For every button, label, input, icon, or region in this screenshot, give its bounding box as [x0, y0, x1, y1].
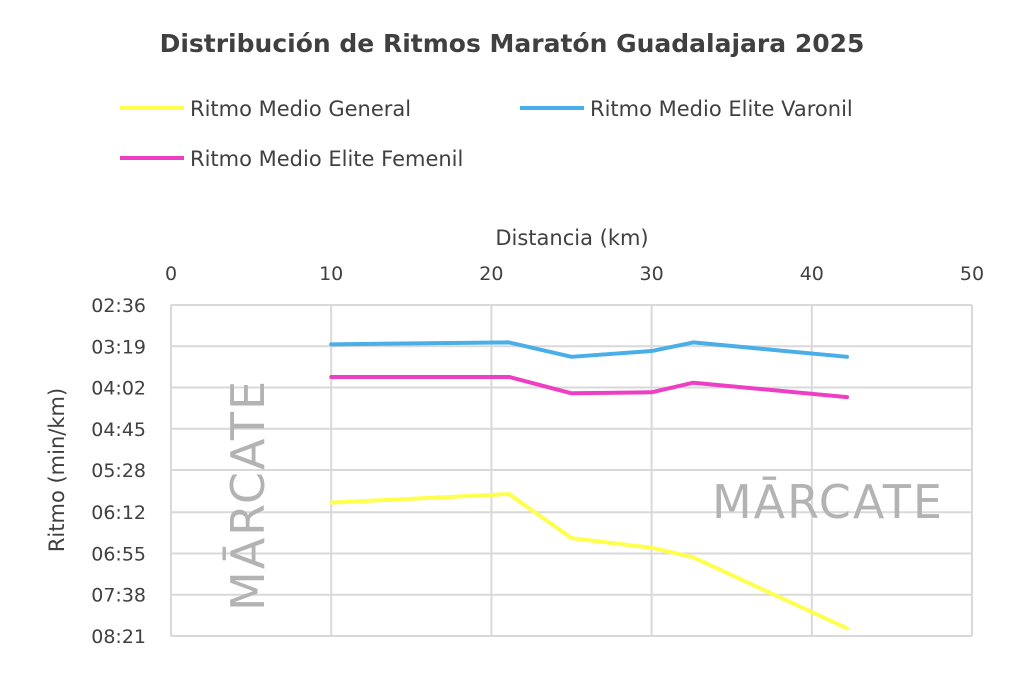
y-tick-label: 03:19: [91, 336, 146, 358]
x-tick-label: 10: [319, 263, 343, 285]
series-lines: [329, 340, 850, 631]
x-tick-label: 20: [479, 263, 503, 285]
legend: Ritmo Medio General Ritmo Medio Elite Var…: [120, 97, 853, 171]
y-tick-label: 06:55: [91, 543, 146, 565]
y-tick-label: 07:38: [91, 585, 146, 607]
x-tick-label: 50: [960, 263, 984, 285]
series-line-2: [329, 374, 850, 400]
x-tick-label: 0: [165, 263, 177, 285]
series-line-1: [329, 340, 850, 359]
watermark-vertical: MĀRCATE: [221, 379, 275, 611]
chart-title: Distribución de Ritmos Maratón Guadalaja…: [160, 29, 865, 58]
y-tick-label: 04:45: [91, 419, 146, 441]
x-tick-label: 30: [640, 263, 664, 285]
tick-labels: 0 10 20 30 40 50 02:36 03:19 04:02 04:45 05:28 06:1…: [91, 263, 984, 648]
y-axis-label: Ritmo (min/km): [45, 388, 69, 552]
y-tick-label: 04:02: [91, 378, 146, 400]
x-tick-label: 40: [800, 263, 824, 285]
legend-label: Ritmo Medio General: [190, 97, 411, 121]
y-tick-label: 06:12: [91, 502, 146, 524]
y-tick-label: 05:28: [91, 460, 146, 482]
x-axis-label: Distancia (km): [495, 226, 648, 250]
watermark-horizontal: MĀRCATE: [712, 475, 944, 529]
grid: [170, 304, 973, 637]
legend-label: Ritmo Medio Elite Varonil: [590, 97, 853, 121]
series-line-0: [329, 492, 850, 631]
y-tick-label: 08:21: [91, 626, 146, 648]
y-tick-label: 02:36: [91, 295, 146, 317]
legend-label: Ritmo Medio Elite Femenil: [190, 147, 463, 171]
